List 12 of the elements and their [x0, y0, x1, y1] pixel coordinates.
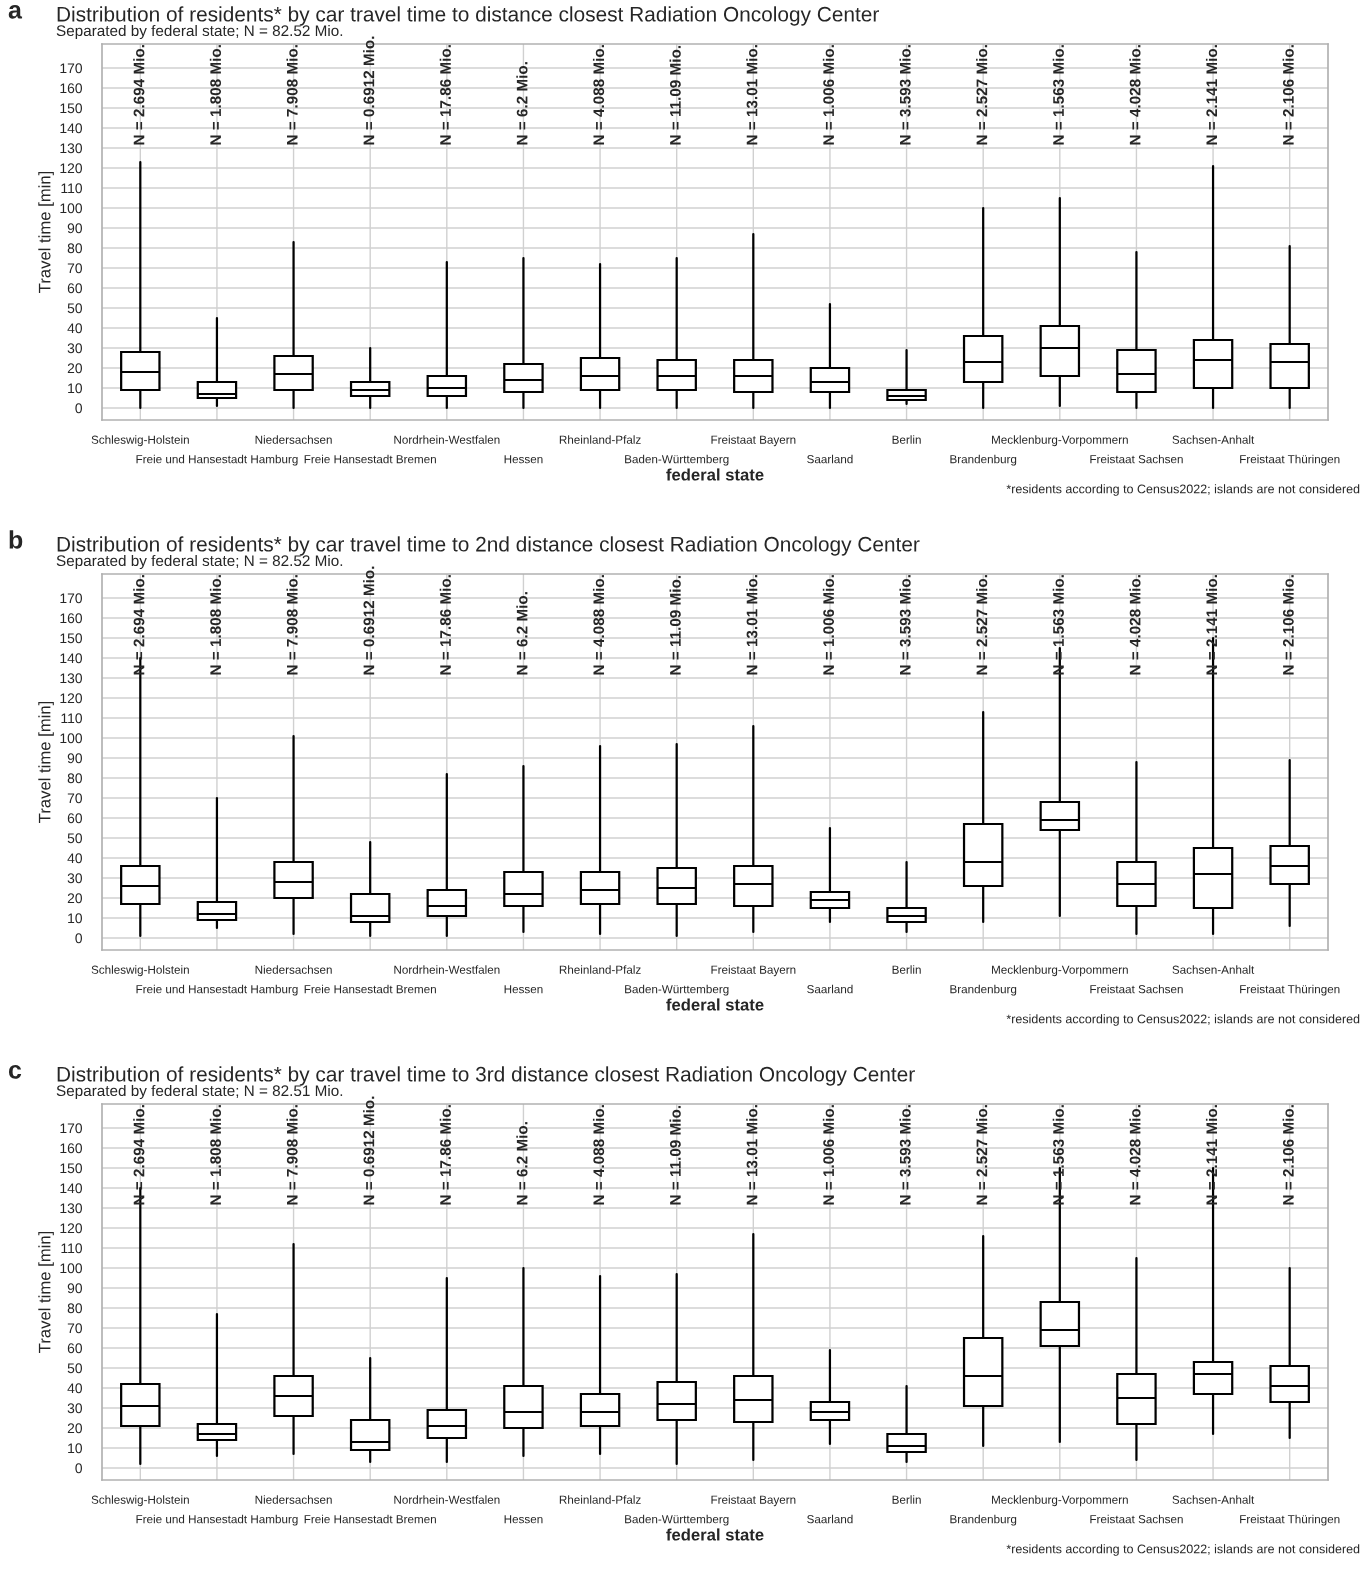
x-axis-title: federal state [666, 468, 764, 481]
chart-title: Distribution of residents* by car travel time to 2nd distance closest Radiation Oncology Center [57, 536, 920, 556]
y-axis-title: Travel time [min] [38, 701, 54, 823]
x-axis-title: federal state [666, 1528, 764, 1541]
x-axis-title: federal state [666, 998, 764, 1011]
chart-title: Distribution of residents* by car travel time to 3rd distance closest Radiation Oncology Center [57, 1066, 915, 1086]
chart-title: Distribution of residents* by car travel time to distance closest Radiation Oncology Center [57, 6, 879, 26]
text: a [8, 5, 23, 19]
y-axis-title: Travel time [min] [38, 1231, 54, 1353]
y-axis-title: Travel time [min] [38, 171, 54, 293]
text: c [8, 1065, 22, 1079]
text: b [9, 530, 23, 549]
